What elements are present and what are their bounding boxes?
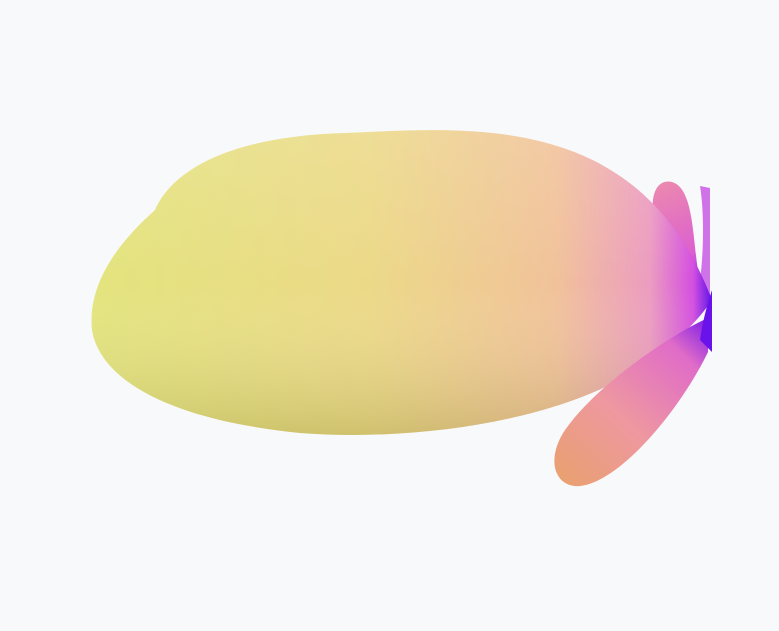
lower-lobe: [554, 318, 708, 487]
main-lobe-shade: [91, 130, 712, 435]
tip: [700, 290, 712, 352]
upper-lobe-edge: [700, 186, 710, 298]
